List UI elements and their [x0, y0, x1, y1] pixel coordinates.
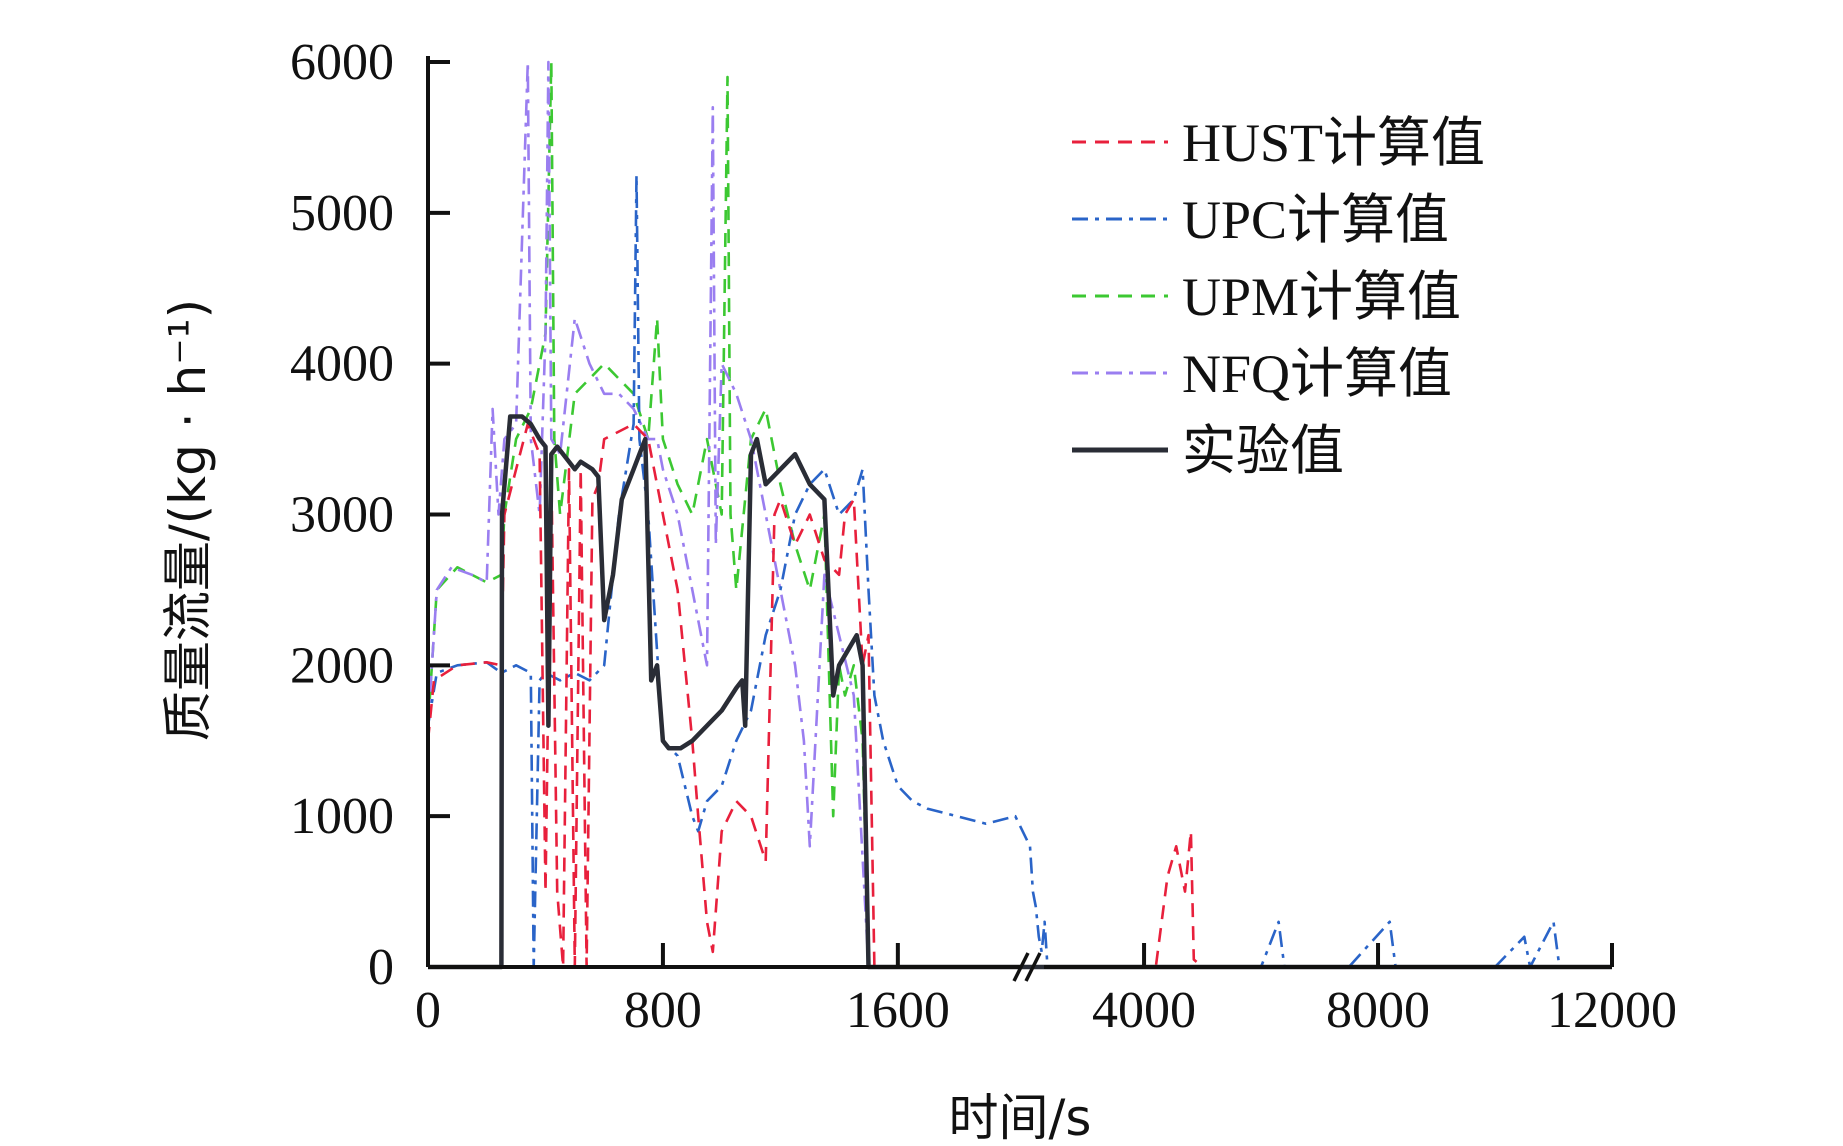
axis-break-mark-2: [1024, 952, 1042, 982]
series-line-3: [426, 60, 1612, 969]
y-tick-label-6000: 6000: [290, 34, 394, 91]
legend-label-1: HUST计算值: [1182, 113, 1485, 173]
legend-label-4: NFQ计算值: [1182, 344, 1452, 404]
y-tick-label-3000: 3000: [290, 487, 394, 544]
x-tick-label-800: 800: [624, 982, 702, 1039]
x-tick-label-8000: 8000: [1326, 982, 1430, 1039]
axes-layer: 0 1000 2000 3000 4000 5000 6000 0 800 1600 4000 800…: [290, 34, 1677, 1039]
axis-break-mark-1: [1012, 952, 1030, 982]
x-axis-title: 时间/s: [949, 1089, 1092, 1146]
legend-label-2: UPC计算值: [1182, 190, 1449, 250]
series-line-1: [426, 422, 1612, 969]
x-tick-label-1600: 1600: [846, 982, 950, 1039]
y-tick-label-2000: 2000: [290, 637, 394, 694]
legend-label-3: UPM计算值: [1182, 267, 1461, 327]
legend-label-5: 实验值: [1182, 421, 1344, 481]
series-line-5: [428, 414, 1612, 970]
x-tick-label-4000: 4000: [1092, 982, 1196, 1039]
y-tick-label-4000: 4000: [290, 336, 394, 393]
y-tick-label-5000: 5000: [290, 185, 394, 242]
y-axis-title: 质量流量/(kg · h⁻¹): [159, 299, 217, 741]
x-tick-label-0: 0: [415, 982, 441, 1039]
x-tick-label-12000: 12000: [1547, 982, 1677, 1039]
y-tick-label-1000: 1000: [290, 788, 394, 845]
series-line-2: [426, 173, 1612, 969]
series-line-4: [426, 60, 1612, 969]
y-tick-label-0: 0: [368, 939, 394, 996]
